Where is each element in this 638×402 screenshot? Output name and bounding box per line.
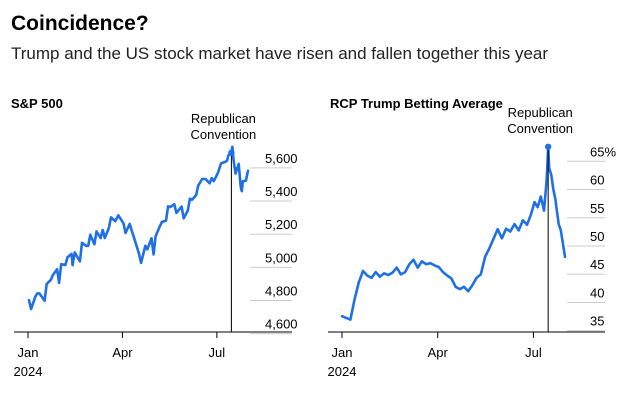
annotation-label: Republican (191, 111, 256, 126)
y-tick-label: 50 (590, 229, 604, 244)
y-tick-label: 40 (590, 285, 604, 300)
chart-subtitle: Trump and the US stock market have risen… (11, 44, 549, 63)
series-line (340, 145, 567, 321)
y-tick-label: 5,200 (265, 217, 298, 232)
x-tick-label: Jan (332, 345, 353, 360)
x-tick-label: Jan (18, 345, 39, 360)
y-tick-label: 45 (590, 257, 604, 272)
x-tick-label: Jul (525, 345, 542, 360)
y-tick-label: 65% (590, 144, 616, 159)
y-tick-label: 4,600 (265, 317, 298, 332)
y-tick-label: 4,800 (265, 284, 298, 299)
y-tick-label: 5,000 (265, 250, 298, 265)
x-tick-label: Apr (428, 345, 449, 360)
y-tick-label: 60 (590, 173, 604, 188)
y-tick-label: 5,600 (265, 151, 298, 166)
x-tick-sublabel: 2024 (14, 364, 43, 379)
panel-title: RCP Trump Betting Average (330, 96, 503, 111)
panel-title: S&P 500 (11, 96, 63, 111)
annotation-label: Convention (507, 121, 573, 136)
y-tick-label: 35 (590, 314, 604, 329)
y-tick-label: 55 (590, 201, 604, 216)
x-tick-label: Apr (112, 345, 133, 360)
annotation-label: Republican (508, 105, 573, 120)
annotation-marker (228, 149, 235, 156)
annotation-marker (544, 143, 552, 150)
chart-title: Coincidence? (11, 12, 149, 35)
annotation-label: Convention (191, 127, 257, 142)
x-tick-label: Jul (209, 345, 226, 360)
x-tick-sublabel: 2024 (328, 364, 357, 379)
y-tick-label: 5,400 (265, 184, 298, 199)
series-line (27, 145, 250, 311)
